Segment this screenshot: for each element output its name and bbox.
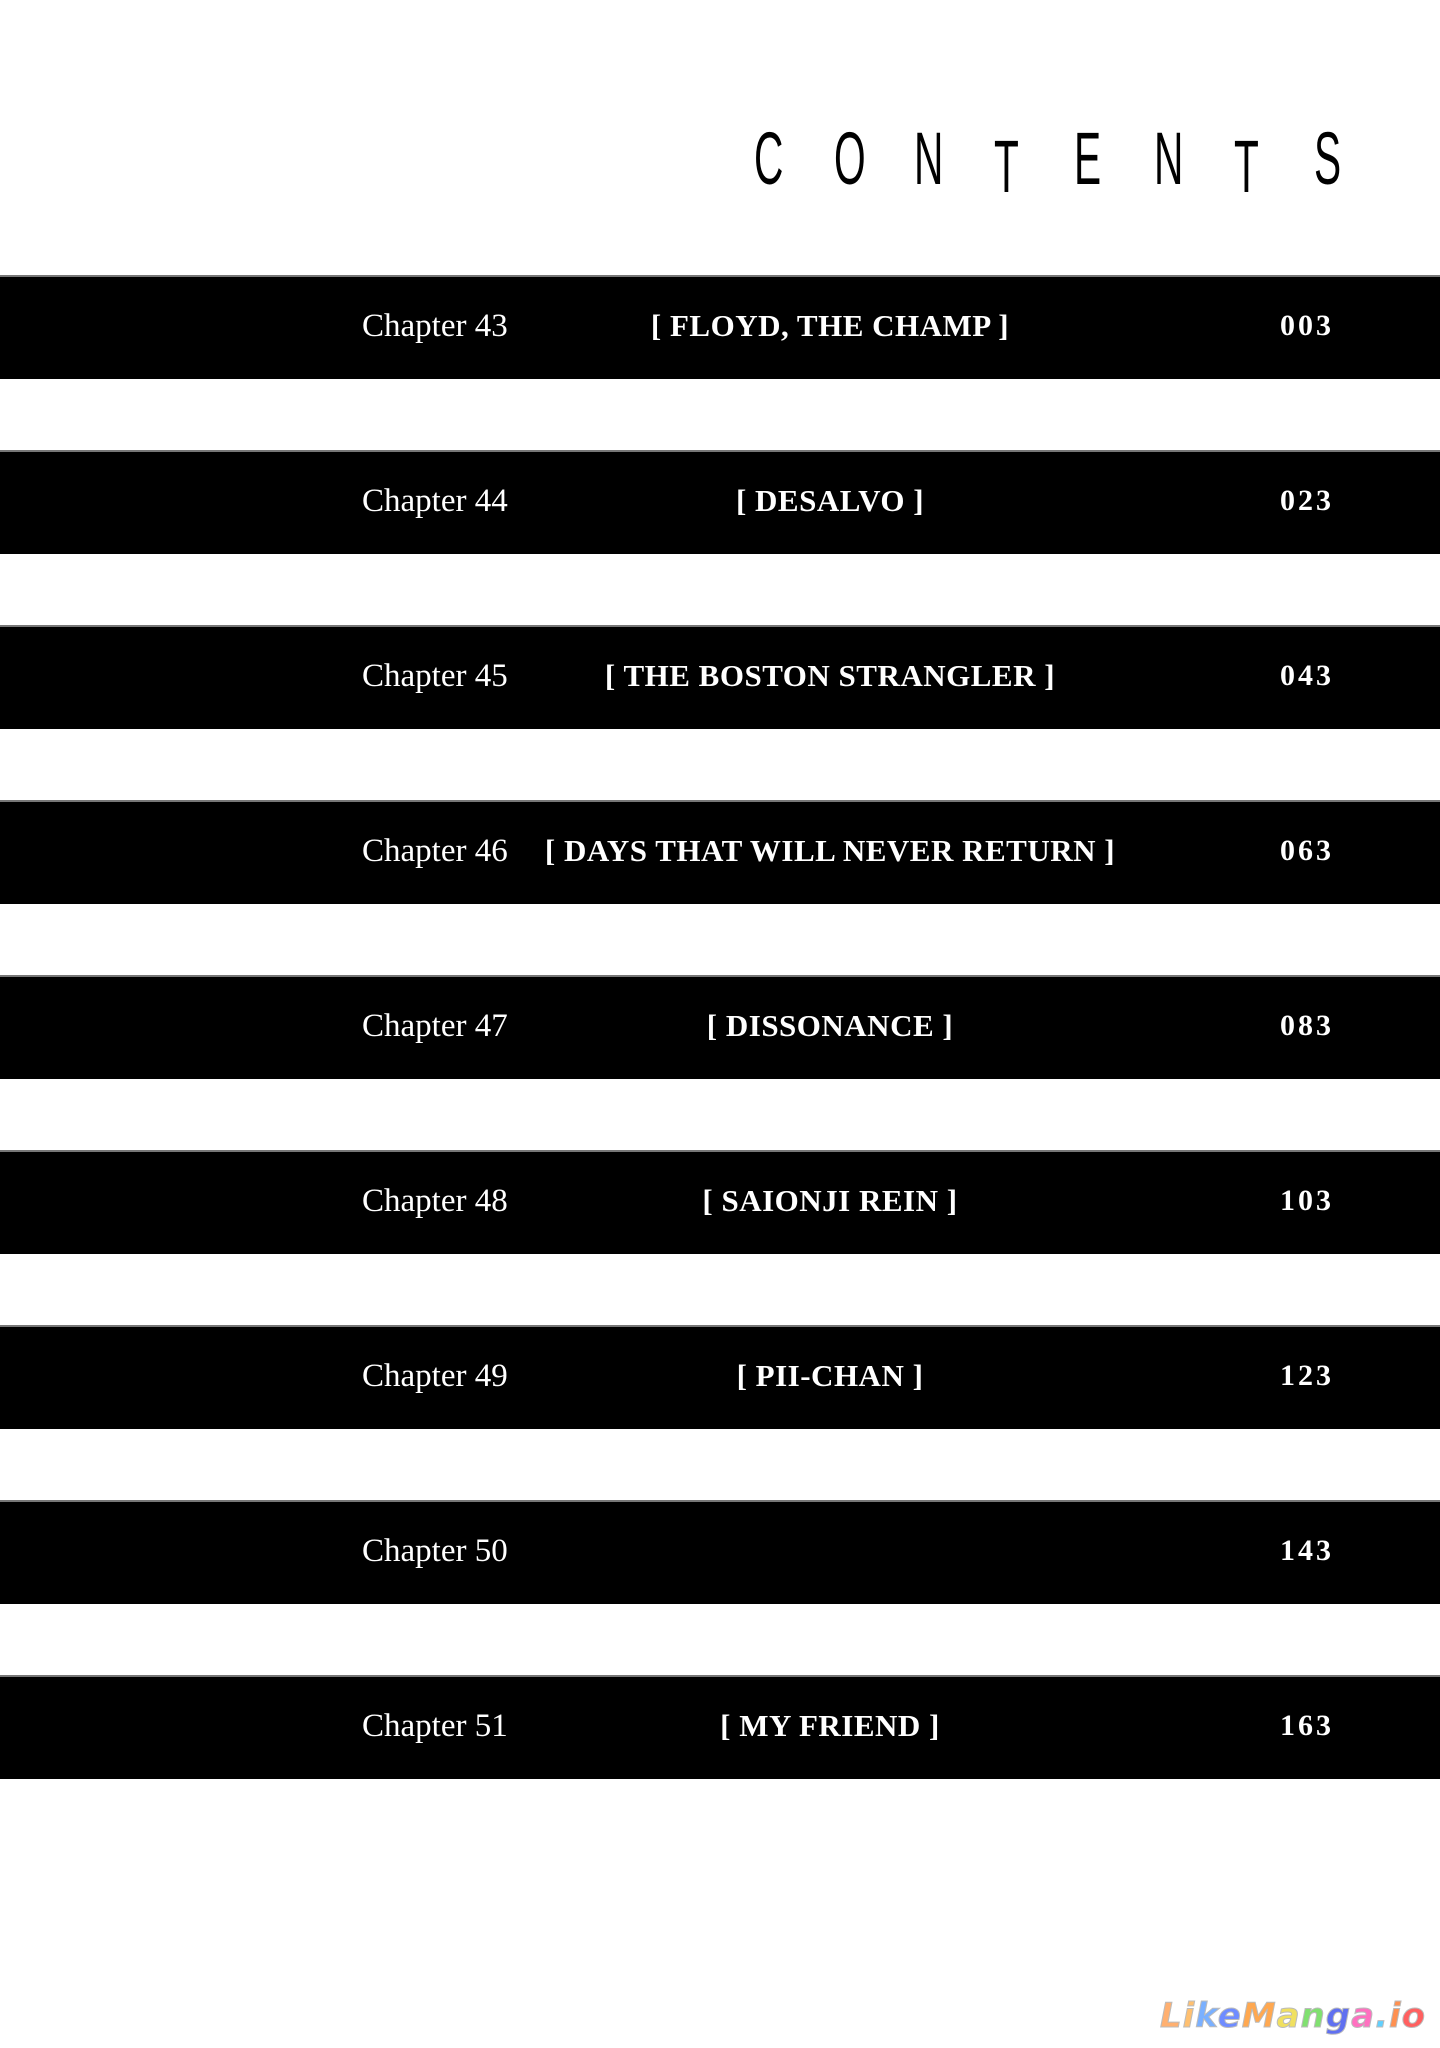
page-number: 123: [1280, 1359, 1334, 1392]
page-number: 163: [1280, 1709, 1334, 1742]
title-letter: E: [1074, 117, 1102, 200]
chapter-title: [ MY FRIEND ]: [720, 1708, 940, 1743]
chapter-title: [ DISSONANCE ]: [706, 1008, 954, 1043]
title-letter: T: [994, 125, 1019, 208]
title-letter: N: [1154, 117, 1184, 200]
chapter-number: Chapter 48: [362, 1183, 508, 1219]
page-number: 143: [1280, 1534, 1334, 1567]
title-letter: C: [754, 117, 784, 200]
title-letter: O: [834, 117, 866, 200]
chapter-number: Chapter 51: [362, 1708, 508, 1744]
chapter-number: Chapter 49: [362, 1358, 508, 1394]
page-number: 083: [1280, 1009, 1334, 1042]
page-number: 023: [1280, 484, 1334, 517]
chapter-row[interactable]: Chapter 45 [ THE BOSTON STRANGLER ] 043: [0, 625, 1440, 729]
chapter-number: Chapter 43: [362, 308, 508, 344]
page-number: 063: [1280, 834, 1334, 867]
chapter-title: [ DESALVO ]: [735, 483, 925, 518]
page-number: 043: [1280, 659, 1334, 692]
chapter-row[interactable]: Chapter 46 [ DAYS THAT WILL NEVER RETURN…: [0, 800, 1440, 904]
chapter-number: Chapter 47: [362, 1008, 508, 1044]
chapter-row[interactable]: Chapter 44 [ DESALVO ] 023: [0, 450, 1440, 554]
chapter-number: Chapter 44: [362, 483, 508, 519]
chapter-title: [ PII-CHAN ]: [736, 1358, 924, 1393]
title-letter: N: [914, 117, 944, 200]
chapter-title: [ THE BOSTON STRANGLER ]: [604, 658, 1056, 693]
chapter-row[interactable]: Chapter 47 [ DISSONANCE ] 083: [0, 975, 1440, 1079]
chapter-title: [ DAYS THAT WILL NEVER RETURN ]: [544, 833, 1116, 868]
watermark-logo: LikeManga.io: [1159, 1996, 1426, 2037]
chapter-number: Chapter 46: [362, 833, 508, 869]
title-letter: S: [1314, 117, 1342, 200]
chapter-number: Chapter 50: [362, 1533, 508, 1569]
chapter-row[interactable]: Chapter 49 [ PII-CHAN ] 123: [0, 1325, 1440, 1429]
chapter-title: [ FLOYD, THE CHAMP ]: [650, 308, 1010, 343]
chapter-row[interactable]: Chapter 43 [ FLOYD, THE CHAMP ] 003: [0, 275, 1440, 379]
chapter-row[interactable]: Chapter 50 143: [0, 1500, 1440, 1604]
page-number: 103: [1280, 1184, 1334, 1217]
chapter-row[interactable]: Chapter 51 [ MY FRIEND ] 163: [0, 1675, 1440, 1779]
chapter-number: Chapter 45: [362, 658, 508, 694]
chapter-row[interactable]: Chapter 48 [ SAIONJI REIN ] 103: [0, 1150, 1440, 1254]
title-letter: T: [1234, 125, 1259, 208]
chapter-title: [ SAIONJI REIN ]: [702, 1183, 958, 1218]
page-number: 003: [1280, 309, 1334, 342]
